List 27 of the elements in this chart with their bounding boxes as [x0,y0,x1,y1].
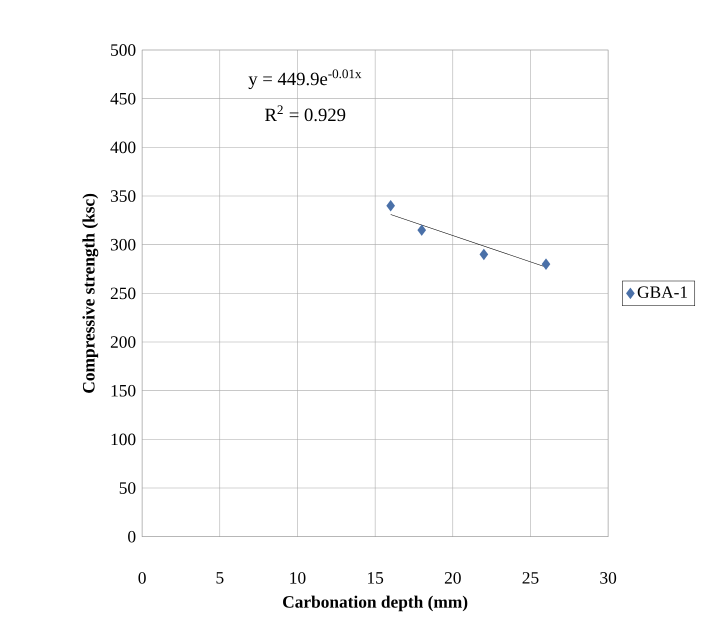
x-tick-label: 20 [444,572,461,584]
y-tick-label: 50 [120,482,136,494]
point [386,200,395,212]
y-tick-label: 250 [110,288,136,300]
point [480,248,488,260]
x-tick-label: 0 [138,572,146,584]
x-tick-label: 25 [522,572,538,584]
y-tick-label: 450 [110,92,136,105]
legend-label: GBA-1 [638,286,688,298]
y-axis-title: Compressive strength (ksc) [82,194,98,393]
annotation: y = 449.9e$^{-0.01x}$ [248,69,362,90]
x-tick-label: 30 [600,572,616,584]
y-tick-label: 500 [111,44,136,56]
x-tick-label: 5 [216,572,224,584]
y-tick-label: 350 [110,190,136,202]
point [542,258,550,270]
y-tick-label: 150 [112,384,136,397]
x-tick-label: 10 [290,572,306,584]
y-tick-label: 0 [128,530,136,543]
y-tick-label: 100 [112,434,136,446]
point [417,224,426,236]
y-tick-label: 400 [110,142,136,154]
annotation: R$^{2}$ = 0.929 [265,105,346,122]
x-axis-title: Carbonation depth (mm) [283,596,468,612]
y-tick-label: 300 [110,238,136,251]
x-tick-label: 15 [368,572,384,584]
y-tick-label: 200 [110,336,136,348]
